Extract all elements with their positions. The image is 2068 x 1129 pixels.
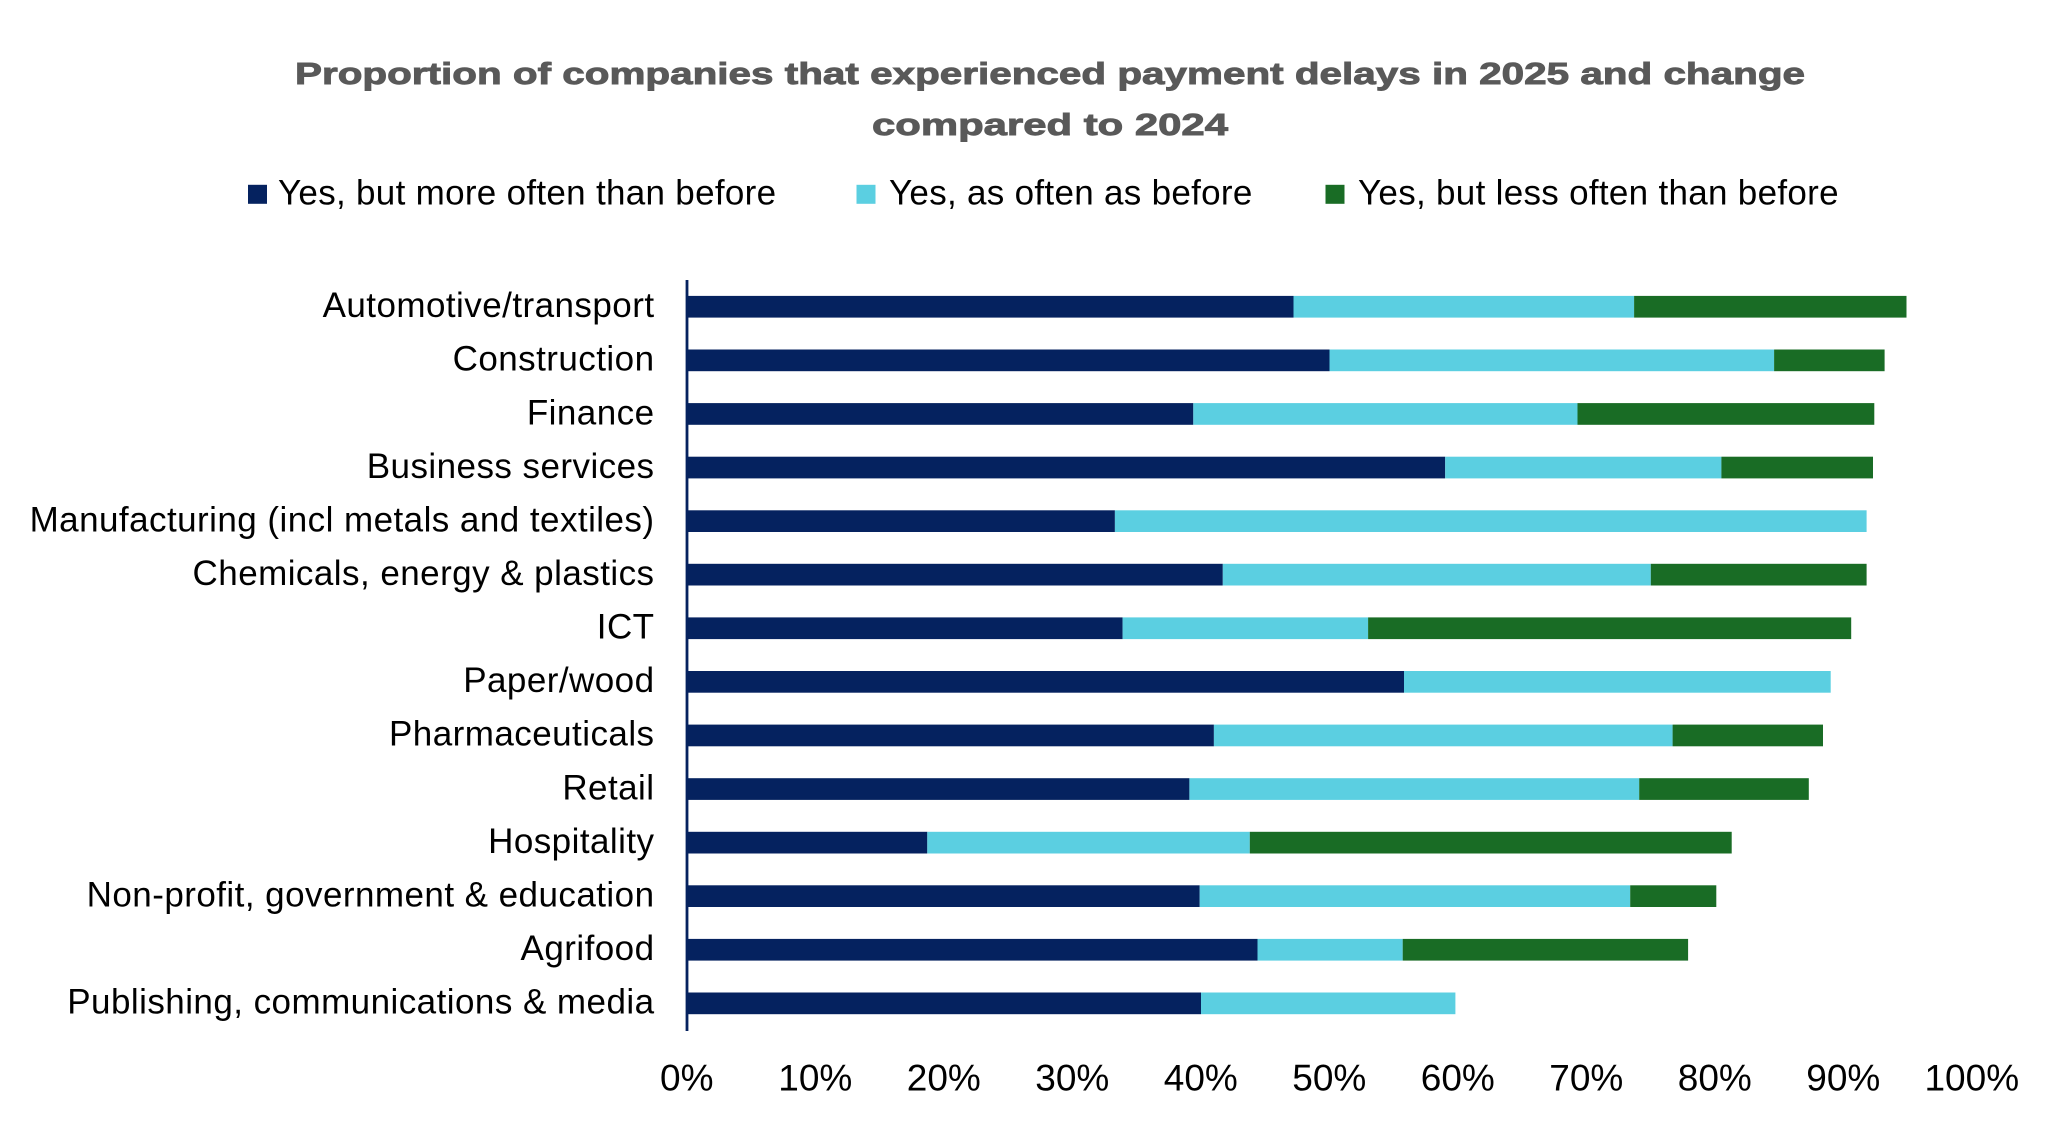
svg-text:Construction: Construction <box>453 340 655 379</box>
svg-text:40%: 40% <box>1164 1057 1238 1098</box>
svg-text:Agrifood: Agrifood <box>521 929 655 968</box>
svg-text:60%: 60% <box>1421 1057 1495 1098</box>
svg-text:Retail: Retail <box>562 768 654 807</box>
svg-text:50%: 50% <box>1292 1057 1366 1098</box>
svg-text:70%: 70% <box>1549 1057 1623 1098</box>
svg-text:80%: 80% <box>1678 1057 1752 1098</box>
svg-text:Manufacturing (incl metals and: Manufacturing (incl metals and textiles) <box>30 500 655 539</box>
svg-text:20%: 20% <box>907 1057 981 1098</box>
svg-text:Paper/wood: Paper/wood <box>463 661 654 700</box>
svg-text:compared to 2024: compared to 2024 <box>872 107 1229 142</box>
svg-text:100%: 100% <box>1924 1057 2019 1098</box>
svg-text:Chemicals, energy & plastics: Chemicals, energy & plastics <box>193 554 655 593</box>
svg-text:10%: 10% <box>778 1057 852 1098</box>
svg-text:30%: 30% <box>1035 1057 1109 1098</box>
svg-text:Hospitality: Hospitality <box>488 822 654 861</box>
svg-text:Yes, as often as before: Yes, as often as before <box>889 174 1253 213</box>
svg-text:Proportion of companies that e: Proportion of companies that experienced… <box>295 56 1805 91</box>
svg-text:Yes, but more often than befor: Yes, but more often than before <box>278 174 776 213</box>
svg-text:Publishing, communications & m: Publishing, communications & media <box>67 983 654 1022</box>
svg-text:Yes, but less often than befor: Yes, but less often than before <box>1358 174 1839 213</box>
svg-text:Pharmaceuticals: Pharmaceuticals <box>389 715 654 754</box>
svg-text:Business services: Business services <box>367 447 655 486</box>
svg-text:Non-profit, government & educa: Non-profit, government & education <box>87 876 655 915</box>
svg-text:0%: 0% <box>660 1057 713 1098</box>
svg-text:Finance: Finance <box>527 393 655 432</box>
svg-text:ICT: ICT <box>597 608 655 647</box>
svg-text:90%: 90% <box>1806 1057 1880 1098</box>
svg-text:Automotive/transport: Automotive/transport <box>323 286 655 325</box>
